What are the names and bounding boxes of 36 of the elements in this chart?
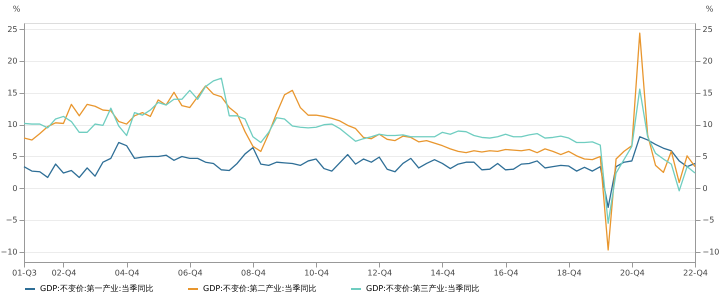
y-tick-label: 25 [7, 24, 18, 34]
y2-axis-title: % [706, 4, 714, 14]
x-tick-label: 14-Q4 [430, 268, 456, 278]
y-axis-title: % [12, 4, 21, 14]
x-tick-label: 18-Q4 [556, 268, 582, 278]
y-tick-label: 20 [7, 56, 18, 66]
line-series [23, 136, 696, 208]
y-tick-label: −5 [6, 216, 18, 225]
y-tick-label: 0 [12, 184, 18, 193]
y2-tick-label: 10 [702, 120, 713, 130]
x-tick-label: 08-Q4 [241, 268, 266, 278]
legend-label: GDP:不变价:第一产业:当季同比 [40, 284, 154, 293]
x-tick-label: 12-Q4 [367, 268, 392, 278]
x-tick-label: 02-Q4 [52, 268, 76, 278]
y2-tick-label: −10 [702, 247, 720, 256]
x-tick-label: 06-Q4 [178, 268, 203, 278]
y2-tick-label: 0 [702, 184, 708, 193]
y-tick-label: 10 [7, 120, 18, 130]
legend-label: GDP:不变价:第三产业:当季同比 [366, 284, 480, 293]
x-tick-label: 22-Q4 [683, 268, 708, 278]
y-tick-label: 5 [12, 152, 18, 161]
line-series [23, 78, 696, 224]
y2-tick-label: 25 [702, 24, 713, 34]
y-tick-label: −10 [0, 247, 18, 256]
x-tick-label: 20-Q4 [620, 268, 645, 278]
x-tick-label: 16-Q4 [494, 268, 518, 278]
line-series [23, 32, 696, 251]
y-tick-label: 15 [7, 88, 18, 98]
x-tick-label: 10-Q4 [304, 268, 329, 278]
y2-tick-label: 20 [702, 56, 713, 66]
y2-tick-label: 5 [702, 152, 708, 161]
y2-tick-label: −5 [702, 216, 714, 225]
y2-tick-label: 15 [702, 88, 713, 98]
x-tick-label: 04-Q4 [114, 268, 140, 278]
legend-label: GDP:不变价:第二产业:当季同比 [203, 284, 316, 293]
x-tick-label: 01-Q3 [12, 268, 37, 278]
